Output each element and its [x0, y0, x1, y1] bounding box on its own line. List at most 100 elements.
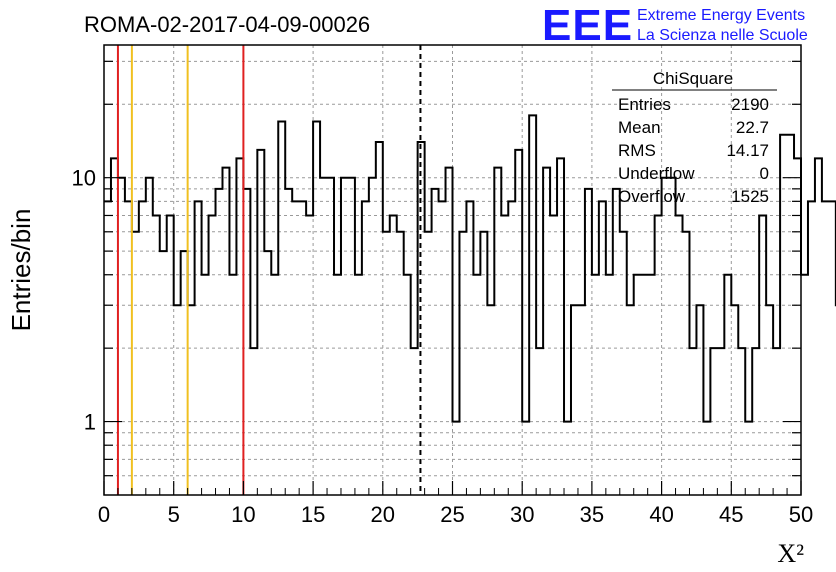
histogram-bin: [439, 201, 446, 495]
histogram-bin: [229, 275, 236, 495]
histogram-bin: [606, 275, 613, 495]
x-tick-label: 20: [371, 502, 395, 527]
histogram-bin: [174, 305, 181, 495]
histogram: [104, 114, 836, 495]
histogram-bin: [717, 348, 724, 495]
stat-label-overflow: Overflow: [618, 187, 686, 206]
histogram-bin: [334, 275, 341, 495]
histogram-bin: [195, 201, 202, 495]
histogram-bin: [313, 121, 320, 495]
histogram-bin: [404, 275, 411, 495]
x-tick-label: 30: [510, 502, 534, 527]
histogram-bin: [188, 305, 195, 495]
histogram-bin: [501, 215, 508, 495]
histogram-bin: [683, 232, 690, 495]
histogram-bin: [780, 135, 787, 495]
histogram-bin: [515, 150, 522, 495]
histogram-bin: [710, 348, 717, 495]
stat-label-entries: Entries: [618, 95, 671, 114]
histogram-bin: [146, 178, 153, 495]
histogram-bin: [508, 201, 515, 495]
histogram-bin: [320, 178, 327, 495]
x-tick-label: 40: [649, 502, 673, 527]
histogram-bin: [752, 348, 759, 495]
eee-logo: EEE Extreme Energy Events La Scienza nel…: [542, 1, 808, 50]
histogram-bin: [292, 201, 299, 495]
histogram-bin: [550, 215, 557, 495]
histogram-bin: [669, 178, 676, 495]
histogram-bin: [425, 232, 432, 495]
histogram-bin: [341, 178, 348, 495]
x-axis-label: X²: [777, 539, 804, 568]
histogram-bin: [459, 232, 466, 495]
histogram-bin: [181, 251, 188, 495]
x-tick-label: 5: [168, 502, 180, 527]
histogram-bin: [118, 178, 125, 495]
histogram-bin: [153, 215, 160, 495]
histogram-bin: [348, 178, 355, 495]
histogram-bin: [578, 305, 585, 495]
histogram-bin: [585, 189, 592, 495]
histogram-bin: [759, 215, 766, 495]
histogram-bin: [599, 201, 606, 495]
histogram-bin: [369, 178, 376, 495]
stat-label-underflow: Underflow: [618, 164, 695, 183]
x-tick-label: 50: [789, 502, 813, 527]
histogram-outline: [104, 114, 836, 423]
stat-label-mean: Mean: [618, 118, 661, 137]
histogram-bin: [236, 158, 243, 495]
histogram-bin: [299, 201, 306, 495]
histogram-bin: [703, 422, 710, 495]
histogram-bin: [494, 168, 501, 495]
y-tick-label: 10: [72, 166, 96, 191]
histogram-bin: [390, 215, 397, 495]
histogram-bin: [383, 232, 390, 495]
histogram-bin: [376, 142, 383, 495]
histogram-bin: [773, 348, 780, 495]
stats-box: ChiSquare Entries 2190 Mean 22.7 RMS 14.…: [612, 69, 777, 206]
histogram-bin: [822, 201, 829, 495]
histogram-bin: [808, 201, 815, 495]
histogram-bin: [829, 201, 836, 495]
histogram-bin: [264, 251, 271, 495]
eee-logo-line2: La Scienza nelle Scuole: [637, 27, 808, 44]
histogram-bin: [306, 215, 313, 495]
histogram-bin: [473, 275, 480, 495]
histogram-bin: [446, 168, 453, 495]
histogram-bin: [411, 348, 418, 495]
histogram-bin: [466, 201, 473, 495]
histogram-bin: [536, 348, 543, 495]
x-tick-label: 35: [580, 502, 604, 527]
x-tick-label: 10: [231, 502, 255, 527]
chart-title: ROMA-02-2017-04-09-00026: [84, 12, 370, 37]
histogram-bin: [278, 121, 285, 495]
histogram-bin: [724, 275, 731, 495]
histogram-bin: [794, 158, 801, 495]
histogram-bin: [529, 115, 536, 495]
axis-ticks: 0 5 10 15 20 25 30 35 40 45 50 1 10: [72, 60, 813, 527]
eee-logo-line1: Extreme Energy Events: [637, 7, 805, 24]
histogram-bin: [766, 305, 773, 495]
histogram-bin: [222, 168, 229, 495]
histogram-bin: [689, 348, 696, 495]
histogram-bin: [355, 275, 362, 495]
histogram-bin: [648, 275, 655, 495]
histogram-bin: [571, 305, 578, 495]
histogram-bin: [132, 232, 139, 495]
histogram-bin: [801, 275, 808, 495]
histogram-bin: [662, 178, 669, 495]
x-tick-label: 0: [98, 502, 110, 527]
histogram-bin: [620, 232, 627, 495]
histogram-bin: [327, 178, 334, 495]
x-tick-label: 45: [719, 502, 743, 527]
stat-value-underflow: 0: [760, 164, 769, 183]
histogram-bin: [209, 215, 216, 495]
histogram-bin: [480, 232, 487, 495]
histogram-bin: [397, 232, 404, 495]
histogram-bin: [676, 215, 683, 495]
histogram-bin: [257, 150, 264, 495]
reference-lines: [116, 45, 422, 495]
histogram-bin: [111, 158, 118, 495]
eee-logo-text: EEE: [542, 1, 633, 50]
